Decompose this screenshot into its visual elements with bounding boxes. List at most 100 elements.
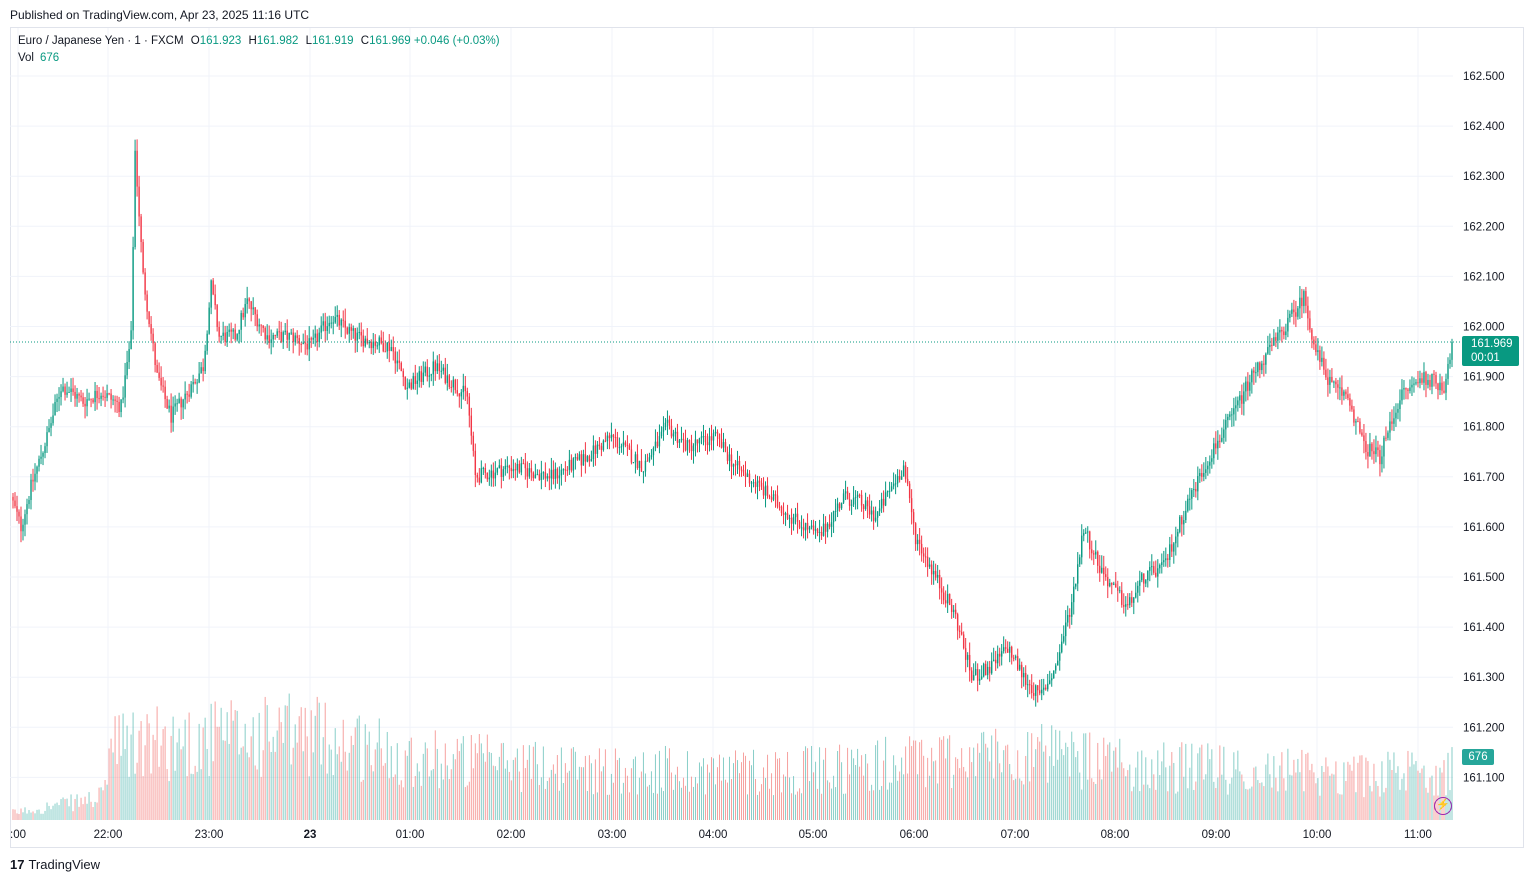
candle-body [1279,329,1281,333]
time-tick-label: 06:00 [900,829,929,841]
volume-bar [410,737,412,820]
volume-bar [402,787,404,820]
volume-bar [34,813,36,820]
candle-body [926,556,929,567]
candle-body [1223,429,1225,438]
volume-bar [512,759,514,820]
volume-bar [650,771,652,820]
volume-bar [382,765,384,820]
volume-bar [178,728,180,820]
volume-bar [164,726,166,820]
candle-body [98,398,100,400]
volume-bar [1069,776,1071,820]
candle-body [1331,376,1333,383]
volume-bar [1075,757,1077,820]
candle-body [1251,370,1253,383]
volume-bar [204,717,206,820]
candle-body [514,469,517,471]
volume-bar [1371,791,1373,820]
candle-body [718,433,721,440]
candle-body [750,482,753,484]
volume-bar [939,737,941,820]
volume-bar [1189,767,1191,820]
volume-bar [668,748,670,820]
volume-bar [56,802,58,820]
candle-body [858,494,861,496]
volume-bar [582,767,584,820]
volume-bar [1225,779,1227,820]
candle-body [816,529,819,533]
published-caption: Published on TradingView.com, Apr 23, 20… [10,8,310,22]
volume-bar [1451,747,1453,820]
candle-body [1033,693,1035,696]
candle-body [186,393,188,395]
volume-bar [608,794,610,820]
candle-body [1259,362,1261,371]
volume-bar [1255,766,1257,820]
candle-body [504,465,507,470]
candle-body [754,482,757,487]
volume-bar [122,713,124,820]
candle-body [224,332,226,342]
volume-bar [390,746,392,820]
volume-bar [614,748,616,820]
candle-body [1177,531,1179,537]
candle-body [1299,297,1301,309]
candle-body [1163,560,1165,563]
candle-body [1277,332,1279,341]
volume-bar [524,768,526,820]
volume-bar [506,760,508,820]
candle-body [1435,374,1437,384]
candle-body [1301,297,1303,307]
candle-body [866,500,869,507]
volume-bar [602,766,604,820]
volume-bar [106,784,108,820]
lightning-icon[interactable]: ⚡ [1434,797,1452,815]
volume-bar [1321,765,1323,820]
volume-bar [1157,750,1159,820]
volume-bar [546,780,548,820]
volume-bar [230,700,232,820]
candle-body [904,465,907,479]
volume-bar [953,774,955,820]
candle-body [794,513,797,518]
volume-bar [831,788,833,820]
volume-bar [218,726,220,820]
volume-bar [82,804,84,820]
volume-bar [130,734,132,820]
candle-body [1147,570,1149,581]
candle-body [352,328,354,331]
volume-bar [1227,794,1229,820]
candle-body [304,342,306,344]
candle-body [162,385,164,387]
volume-bar [78,806,80,820]
volume-bar [1065,742,1067,820]
candle-body [708,436,711,446]
candle-body [480,468,483,483]
candle-body [1447,363,1449,379]
candle-body [122,397,124,400]
candle-body [74,391,76,399]
volume-bar [1309,770,1311,820]
volume-bar [773,795,775,820]
candle-body [560,469,563,476]
candle-body [1195,488,1197,492]
volume-bar [1411,752,1413,820]
volume-bar [1107,744,1109,820]
time-tick-label: :00 [10,829,26,841]
candle-body [16,506,18,512]
volume-bar [1441,772,1443,820]
volume-bar [704,794,706,820]
volume-bar [672,789,674,820]
candle-body [1155,572,1157,577]
candle-body [896,475,899,484]
volume-bar [304,707,306,820]
candle-body [802,527,805,531]
candle-body [854,497,857,499]
candle-body [862,505,865,509]
volume-bar [1215,788,1217,820]
candle-body [402,371,404,378]
candle-body [1079,557,1081,565]
symbol-label: Euro / Japanese Yen · 1 · FXCM [18,35,184,47]
